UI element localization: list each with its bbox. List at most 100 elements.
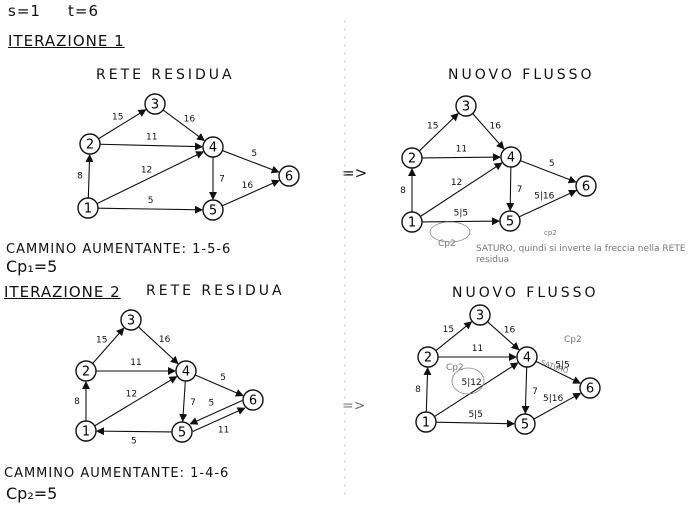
g1-flow-edge-label-1-5: 5|5 bbox=[454, 209, 468, 219]
g2-residual-node-2: 2 bbox=[75, 360, 97, 382]
g2-residual-node-4: 4 bbox=[175, 360, 197, 382]
g1-flow-node-6: 6 bbox=[575, 175, 597, 197]
g2-residual-edge-label-5-1: 5 bbox=[131, 436, 137, 446]
svg-text:2: 2 bbox=[408, 152, 416, 167]
g2-flow-edge-1-5: 5|5 bbox=[435, 410, 516, 428]
iteration-2-augmenting-path: CAMMINO AUMENTANTE: 1-4-6 bbox=[4, 466, 230, 481]
iteration-2-cp2-circle bbox=[451, 367, 485, 395]
svg-text:4: 4 bbox=[182, 365, 190, 380]
iteration-1-flow-title: NUOVO FLUSSO bbox=[448, 67, 595, 83]
g1-residual-edge-4-6: 5 bbox=[222, 149, 280, 174]
g2-flow-edge-2-3: 15 bbox=[435, 321, 473, 352]
g2-residual-node-3: 3 bbox=[120, 309, 142, 331]
svg-text:5: 5 bbox=[521, 418, 529, 433]
g2-flow-edge-label-1-5: 5|5 bbox=[468, 410, 482, 420]
g2-residual-edge-2-3: 15 bbox=[92, 327, 125, 364]
g1-residual-edge-2-3: 15 bbox=[98, 109, 147, 140]
g2-flow-edge-label-2-4: 11 bbox=[472, 344, 483, 354]
g1-residual-edge-label-2-3: 15 bbox=[112, 112, 123, 122]
svg-text:4: 4 bbox=[523, 351, 531, 366]
g1-flow-edge-3-4: 16 bbox=[472, 113, 505, 150]
g2-flow-edge-label-4-6: 5|5 bbox=[555, 360, 569, 370]
g2-residual-edge-3-4: 16 bbox=[137, 326, 179, 365]
g2-residual-edge-label-5-6: 11 bbox=[218, 426, 229, 436]
svg-text:4: 4 bbox=[507, 151, 515, 166]
iteration-1-saturo-note: SATURO, quindi si inverte la freccia nel… bbox=[476, 244, 686, 266]
g1-residual-edge-label-1-2: 8 bbox=[77, 172, 83, 182]
g1-flow-edge-5-6: 5|16 bbox=[518, 189, 577, 218]
svg-text:6: 6 bbox=[582, 180, 590, 195]
svg-text:3: 3 bbox=[462, 100, 470, 115]
svg-text:2: 2 bbox=[82, 365, 90, 380]
g2-flow-edge-2-4: 11 bbox=[438, 344, 517, 361]
iteration-1-cp2-note: Cp2 bbox=[438, 239, 456, 249]
g1-residual-edge-label-5-6: 16 bbox=[242, 181, 254, 191]
svg-text:1: 1 bbox=[82, 425, 90, 440]
g1-residual-edge-3-4: 16 bbox=[162, 109, 205, 142]
svg-text:3: 3 bbox=[151, 98, 159, 113]
g2-residual-edge-2-4: 11 bbox=[96, 358, 176, 375]
g1-flow-edge-4-5: 7 bbox=[506, 166, 522, 212]
iteration-1-cp2-circle bbox=[429, 221, 471, 243]
g2-flow-edge-3-4: 16 bbox=[487, 321, 520, 351]
g2-flow-edge-1-4: 5|12 bbox=[434, 362, 519, 418]
g2-residual-node-5: 5 bbox=[171, 421, 193, 443]
g1-residual-node-6: 6 bbox=[278, 165, 300, 187]
g1-flow-edge-label-5-6: 5|16 bbox=[534, 191, 554, 201]
iteration-2-residual-title: RETE RESIDUA bbox=[146, 283, 285, 299]
g1-flow-edge-label-3-4: 16 bbox=[490, 122, 502, 132]
g2-flow-node-3: 3 bbox=[469, 304, 491, 326]
iteration-2-capacity: Cp₂=5 bbox=[6, 484, 58, 503]
g1-flow-edge-label-1-4: 12 bbox=[451, 178, 462, 188]
g1-residual-edge-1-4: 12 bbox=[96, 151, 205, 205]
g2-residual-node-1: 1 bbox=[75, 420, 97, 442]
g1-residual-edge-label-2-4: 11 bbox=[146, 133, 157, 143]
svg-text:2: 2 bbox=[86, 138, 94, 153]
g2-flow-node-4: 4 bbox=[516, 346, 538, 368]
g2-flow-edge-1-2: 8 bbox=[415, 366, 432, 413]
g1-flow-edge-label-2-4: 11 bbox=[456, 145, 467, 155]
g1-residual-edge-label-1-5: 5 bbox=[148, 196, 154, 206]
g2-flow-edge-5-6: 5|16 bbox=[533, 392, 582, 420]
g2-residual-edge-4-5: 7 bbox=[179, 380, 196, 423]
svg-text:6: 6 bbox=[586, 382, 594, 397]
g2-residual-edge-label-3-4: 16 bbox=[159, 335, 171, 345]
g2-flow-node-2: 2 bbox=[417, 346, 439, 368]
g2-residual-edge-label-1-2: 8 bbox=[74, 397, 80, 407]
g2-residual-edge-label-4-6: 5 bbox=[220, 373, 226, 383]
g2-residual-node-6: 6 bbox=[242, 389, 264, 411]
g2-flow-edge-label-5-6: 5|16 bbox=[543, 394, 563, 404]
g1-flow-node-2: 2 bbox=[401, 147, 423, 169]
source-label: s=1 bbox=[8, 2, 41, 20]
g2-flow-node-5: 5 bbox=[514, 413, 536, 435]
iteration-1-residual-title: RETE RESIDUA bbox=[96, 67, 235, 83]
iteration-1-title: ITERAZIONE 1 bbox=[8, 32, 125, 50]
g2-flow-edge-4-6: 5|5 bbox=[535, 360, 582, 384]
iteration-1-capacity: Cp₁=5 bbox=[6, 257, 58, 276]
g1-flow-edge-2-4: 11 bbox=[421, 145, 502, 162]
g2-residual-edge-label-2-3: 15 bbox=[96, 336, 107, 346]
iteration-2-arrow: => bbox=[342, 398, 366, 414]
sink-label: t=6 bbox=[68, 2, 99, 20]
svg-text:6: 6 bbox=[285, 170, 293, 185]
g1-residual-edge-4-5: 7 bbox=[209, 157, 225, 200]
svg-text:5: 5 bbox=[506, 215, 514, 230]
svg-text:5: 5 bbox=[178, 426, 186, 441]
g1-flow-edge-label-1-2: 8 bbox=[400, 186, 406, 196]
g2-flow-edge-4-5: 7 bbox=[521, 366, 538, 415]
iteration-2-cp2-note-left: Cp2 bbox=[446, 363, 464, 373]
iteration-1-arrow: => bbox=[342, 164, 368, 182]
svg-text:1: 1 bbox=[422, 416, 430, 431]
iteration-2-flow-title: NUOVO FLUSSO bbox=[452, 285, 599, 301]
g1-residual-edge-1-2: 8 bbox=[77, 153, 94, 199]
g1-residual-edge-2-4: 11 bbox=[99, 133, 204, 151]
svg-text:1: 1 bbox=[408, 216, 416, 231]
g2-residual-edge-5-1: 5 bbox=[95, 427, 173, 446]
g1-residual-edge-label-4-5: 7 bbox=[219, 175, 225, 185]
g1-flow-edge-1-5: 5|5 bbox=[421, 209, 501, 226]
g1-residual-edge-5-6: 16 bbox=[221, 179, 280, 207]
